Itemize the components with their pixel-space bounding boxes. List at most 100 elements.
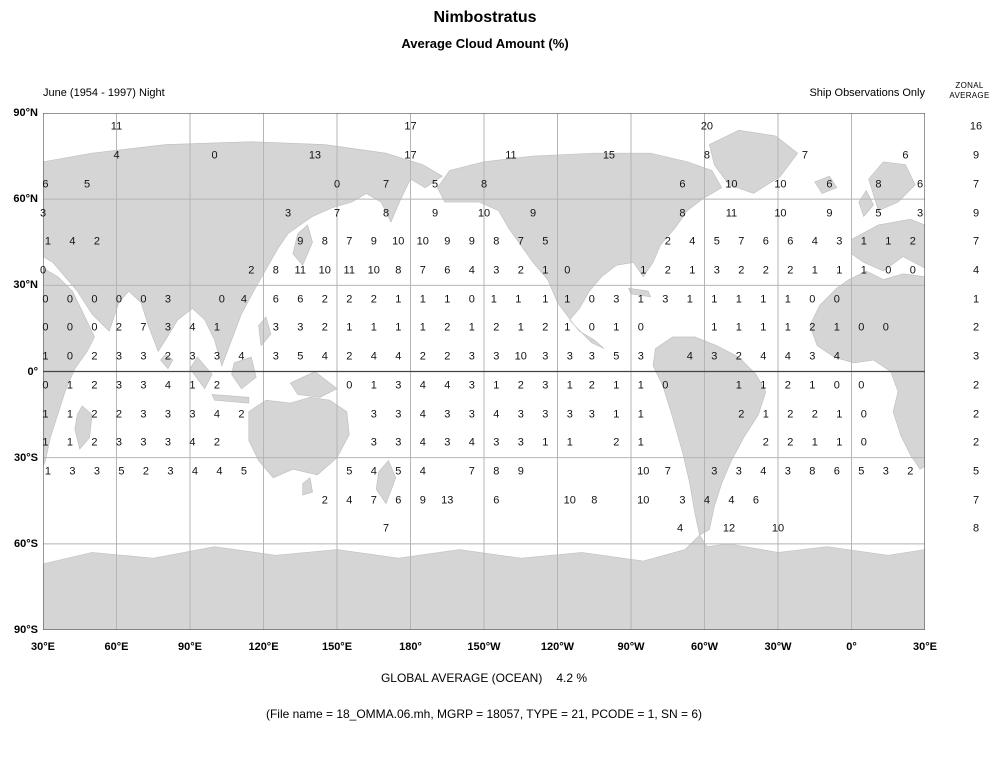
grid-value: 0 bbox=[468, 293, 475, 306]
grid-value: 8 bbox=[493, 465, 500, 478]
x-axis-label: 30°E bbox=[913, 641, 937, 653]
grid-value: 0 bbox=[42, 321, 49, 334]
grid-value: 4 bbox=[395, 350, 402, 363]
grid-value: 3 bbox=[566, 350, 573, 363]
grid-value: 6 bbox=[902, 149, 909, 162]
grid-value: 5 bbox=[431, 178, 439, 191]
grid-value: 9 bbox=[431, 207, 439, 220]
x-axis-label: 30°W bbox=[764, 641, 792, 653]
grid-value: 10 bbox=[725, 178, 738, 191]
grid-value: 1 bbox=[735, 379, 742, 392]
zonal-average-value: 9 bbox=[972, 149, 980, 162]
grid-value: 5 bbox=[713, 235, 720, 248]
grid-value: 2 bbox=[321, 321, 328, 334]
grid-value: 3 bbox=[711, 465, 718, 478]
grid-value: 2 bbox=[419, 350, 426, 363]
grid-value: 6 bbox=[297, 293, 304, 306]
landmass-java bbox=[212, 394, 249, 403]
grid-value: 6 bbox=[272, 293, 279, 306]
grid-value: 3 bbox=[809, 350, 816, 363]
grid-value: 10 bbox=[392, 235, 405, 248]
grid-value: 3 bbox=[115, 436, 122, 449]
grid-value: 3 bbox=[679, 494, 686, 507]
grid-value: 8 bbox=[679, 207, 686, 220]
grid-value: 17 bbox=[404, 120, 417, 133]
grid-value: 13 bbox=[308, 149, 322, 162]
grid-value: 1 bbox=[542, 293, 549, 306]
x-axis-label: 30°E bbox=[31, 641, 55, 653]
grid-value: 3 bbox=[297, 321, 304, 334]
grid-value: 6 bbox=[752, 494, 759, 507]
grid-value: 3 bbox=[370, 408, 377, 421]
grid-value: 1 bbox=[515, 293, 522, 306]
grid-value: 2 bbox=[517, 379, 524, 392]
y-axis-label: 30°S bbox=[14, 451, 38, 464]
grid-value: 1 bbox=[784, 293, 791, 306]
grid-value: 7 bbox=[346, 235, 353, 248]
grid-value: 2 bbox=[613, 436, 620, 449]
grid-value: 3 bbox=[115, 379, 122, 392]
grid-value: 1 bbox=[42, 350, 49, 363]
grid-value: 1 bbox=[517, 321, 524, 334]
grid-value: 4 bbox=[238, 350, 245, 363]
zonal-average-value: 7 bbox=[972, 235, 980, 248]
grid-value: 1 bbox=[711, 293, 718, 306]
grid-value: 3 bbox=[566, 408, 573, 421]
grid-value: 0 bbox=[218, 293, 225, 306]
grid-value: 2 bbox=[321, 494, 328, 507]
grid-value: 3 bbox=[517, 436, 524, 449]
grid-value: 7 bbox=[140, 321, 147, 334]
grid-value: 0 bbox=[115, 293, 122, 306]
grid-value: 4 bbox=[760, 465, 767, 478]
grid-value: 5 bbox=[84, 178, 91, 191]
grid-value: 4 bbox=[164, 379, 171, 392]
zonal-average-value: 1 bbox=[972, 293, 980, 306]
grid-value: 10 bbox=[318, 264, 331, 277]
grid-value: 3 bbox=[213, 350, 220, 363]
grid-value: 2 bbox=[321, 293, 328, 306]
grid-value: 2 bbox=[738, 408, 745, 421]
grid-value: 1 bbox=[711, 321, 718, 334]
grid-value: 10 bbox=[637, 465, 650, 478]
x-axis-label: 90°W bbox=[617, 641, 645, 653]
grid-value: 5 bbox=[118, 465, 125, 478]
world-map: 11 17 20 4 0 13 17 11 15 8 7 6 6 5 0 7 5 8 6 10 10 6 8 6 3 3 7 8 9 10… bbox=[40, 113, 925, 630]
grid-value: 2 bbox=[909, 235, 916, 248]
grid-value: 3 bbox=[164, 408, 171, 421]
grid-value: 2 bbox=[444, 321, 451, 334]
grid-value: 1 bbox=[760, 321, 767, 334]
grid-value: 3 bbox=[517, 408, 524, 421]
grid-value: 5 bbox=[542, 235, 549, 248]
grid-value: 6 bbox=[444, 264, 451, 277]
x-axis-label: 150°W bbox=[467, 641, 501, 653]
grid-value: 2 bbox=[115, 408, 122, 421]
landmass-borneo bbox=[232, 357, 257, 389]
grid-value: 2 bbox=[213, 379, 220, 392]
grid-value: 4 bbox=[419, 408, 426, 421]
grid-value: 10 bbox=[367, 264, 380, 277]
zonal-average-value: 4 bbox=[972, 264, 980, 277]
grid-value: 2 bbox=[493, 321, 500, 334]
grid-value: 0 bbox=[809, 293, 816, 306]
zonal-average-value: 16 bbox=[969, 120, 983, 133]
chart-title: Nimbostratus bbox=[433, 9, 537, 26]
landmass-madagascar bbox=[75, 406, 92, 449]
grid-value: 7 bbox=[517, 235, 524, 248]
grid-value: 2 bbox=[762, 264, 769, 277]
grid-value: 3 bbox=[444, 408, 451, 421]
zonal-average-value: 5 bbox=[972, 465, 980, 478]
grid-value: 8 bbox=[591, 494, 598, 507]
grid-value: 5 bbox=[613, 350, 620, 363]
grid-value: 7 bbox=[333, 207, 341, 220]
zonal-header-line2: AVERAGE bbox=[949, 91, 990, 100]
grid-value: 4 bbox=[216, 465, 223, 478]
grid-value: 3 bbox=[444, 436, 451, 449]
grid-value: 3 bbox=[493, 436, 500, 449]
grid-value: 4 bbox=[703, 494, 710, 507]
zonal-average-value: 2 bbox=[972, 321, 980, 334]
grid-value: 1 bbox=[640, 264, 647, 277]
grid-value: 2 bbox=[93, 235, 100, 248]
grid-value: 1 bbox=[44, 465, 51, 478]
grid-value: 4 bbox=[370, 465, 377, 478]
grid-value: 10 bbox=[774, 207, 787, 220]
